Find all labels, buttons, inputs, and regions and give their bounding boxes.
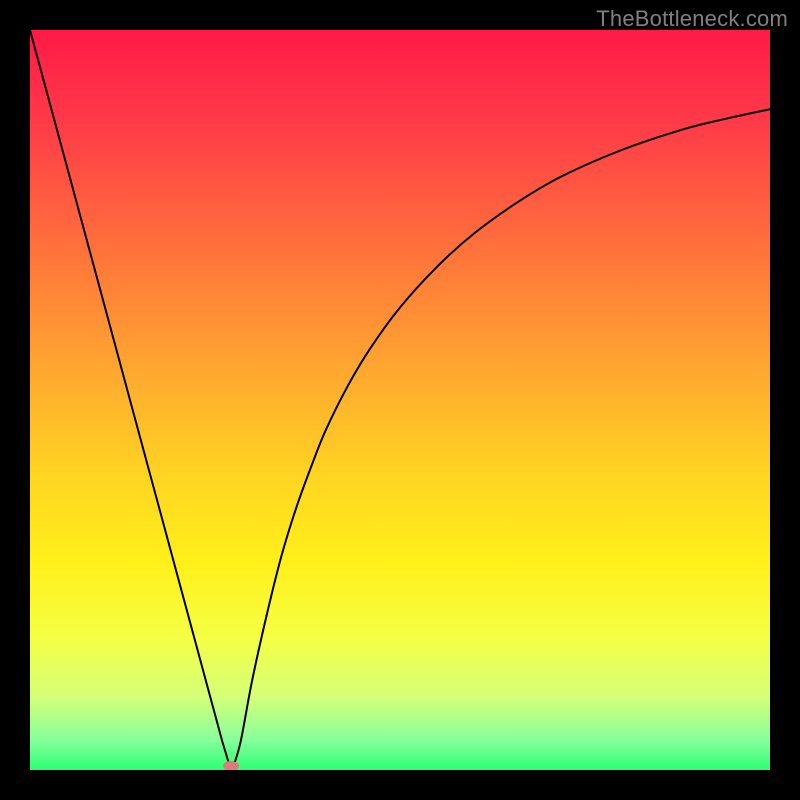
plot-area: [30, 30, 770, 770]
watermark-label: TheBottleneck.com: [596, 6, 788, 32]
chart-frame: TheBottleneck.com: [0, 0, 800, 800]
minimum-marker: [223, 761, 239, 770]
curve-path: [30, 30, 770, 766]
bottleneck-curve: [30, 30, 770, 770]
